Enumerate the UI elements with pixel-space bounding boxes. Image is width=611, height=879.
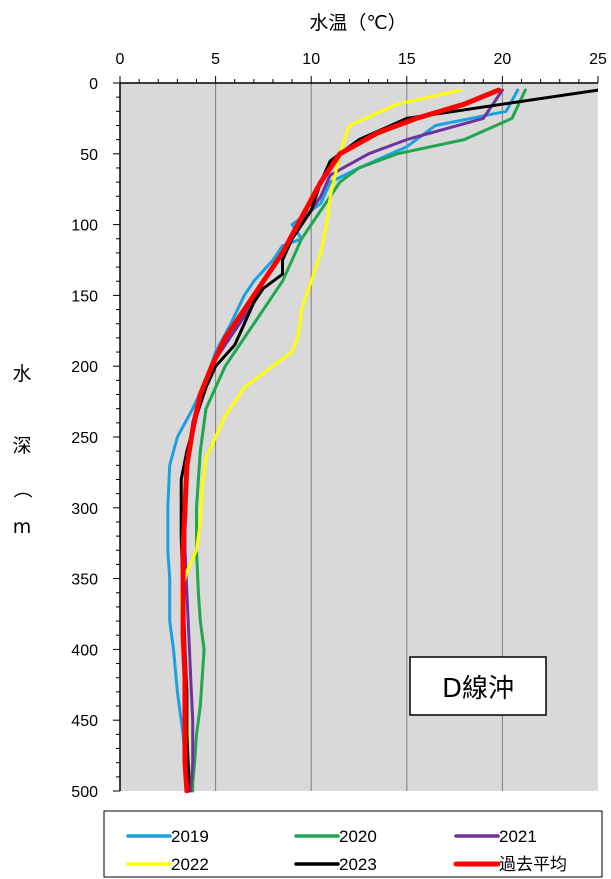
- x-tick-labels: 0 5 10 15 20 25: [116, 51, 607, 68]
- x-tick-label: 10: [302, 51, 320, 68]
- y-tick-label: 100: [71, 218, 98, 235]
- series-line-2019: [166, 88, 520, 793]
- series-line-過去平均: [180, 87, 502, 793]
- legend-label: 2021: [499, 827, 537, 846]
- y-tick-label: 400: [71, 642, 98, 659]
- y-tick-label: 50: [80, 147, 98, 164]
- y-axis-title-char: 水: [12, 363, 31, 385]
- y-tick-label: 500: [71, 784, 98, 801]
- annotation-label: D線沖: [442, 674, 514, 704]
- y-tick-labels: 0 50 100 150 200 250 300 350 400 450 500: [71, 76, 98, 801]
- y-axis-title-char: 深: [12, 435, 31, 457]
- x-tick-label: 15: [398, 51, 416, 68]
- legend-label: 2019: [171, 827, 209, 846]
- x-tick-label: 0: [116, 51, 125, 68]
- axes: [113, 76, 599, 792]
- y-tick-label: 250: [71, 430, 98, 447]
- y-axis-title-char: （: [11, 479, 33, 498]
- legend-label: 2022: [171, 855, 209, 874]
- legend-label: 2020: [339, 827, 377, 846]
- series-layer: [166, 87, 598, 793]
- series-line-2020: [191, 88, 527, 793]
- y-tick-label: 350: [71, 572, 98, 589]
- annotation-box: D線沖: [409, 656, 547, 716]
- y-tick-label: 300: [71, 501, 98, 518]
- x-axis-title: 水温（℃）: [309, 12, 406, 34]
- legend-label: 2023: [339, 855, 377, 874]
- y-tick-label: 150: [71, 288, 98, 305]
- y-axis-title-char: m: [13, 516, 32, 538]
- legend-label: 過去平均: [499, 855, 567, 874]
- y-tick-label: 200: [71, 359, 98, 376]
- y-tick-label: 450: [71, 713, 98, 730]
- y-axis-title: 水深（m）: [11, 363, 33, 538]
- y-tick-label: 0: [89, 76, 98, 93]
- legend: 2019 2020 2021 2022 2023 過去平均: [103, 810, 603, 878]
- x-tick-label: 20: [494, 51, 512, 68]
- x-tick-label: 25: [589, 51, 607, 68]
- x-tick-label: 5: [211, 51, 220, 68]
